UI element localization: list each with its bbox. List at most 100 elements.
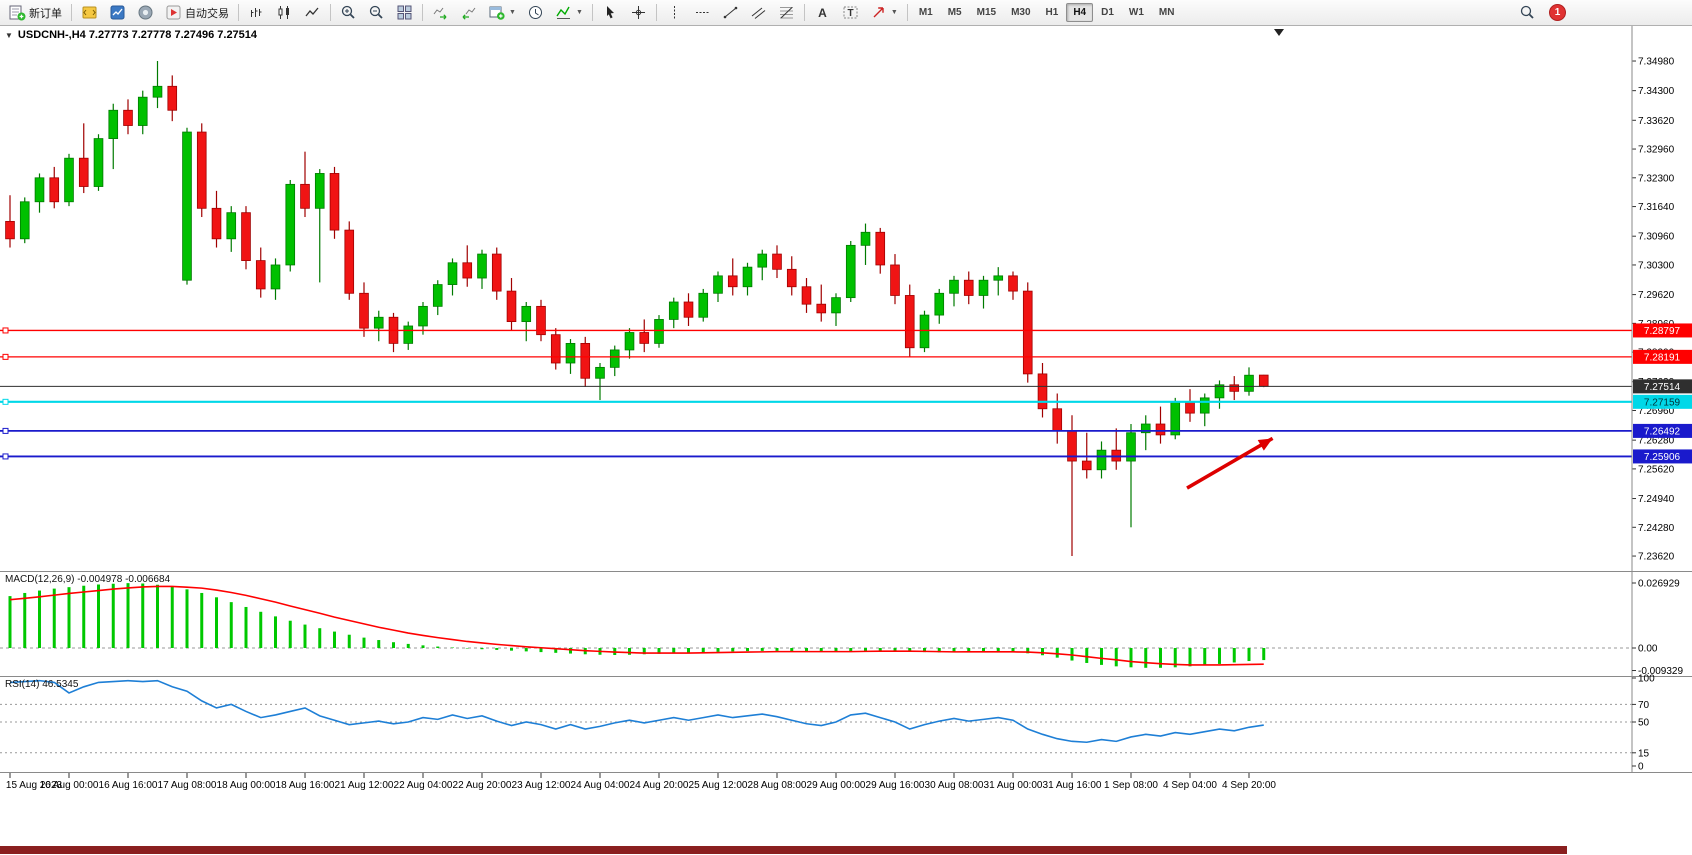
auto-scroll-button[interactable] [427,2,454,24]
main-toolbar: 新订单 自动交易 ▼ [0,0,1692,26]
navigator-button[interactable] [132,2,159,24]
svg-text:7.27159: 7.27159 [1644,397,1681,408]
toolbar-separator [655,4,657,21]
text-button[interactable]: A [809,2,836,24]
svg-text:21 Aug 12:00: 21 Aug 12:00 [335,780,394,791]
chart-symbol-info[interactable]: ▼ USDCNH-,H4 7.27773 7.27778 7.27496 7.2… [5,29,257,41]
chart-shift-marker[interactable] [1274,29,1284,36]
line-chart-button[interactable] [299,2,326,24]
bar-chart-icon [251,8,262,17]
chart-window: 7.34980 7.34300 7.33620 7.32960 7.32300 7.316… [0,26,1692,855]
svg-text:22 Aug 20:00: 22 Aug 20:00 [453,780,512,791]
trendline-icon [723,6,738,19]
channel-button[interactable] [745,2,772,24]
candlestick-chart-button[interactable] [271,2,298,24]
period-button-h1[interactable]: H1 [1039,3,1066,22]
auto-scroll-icon [433,7,447,20]
metaeditor-button[interactable] [76,2,103,24]
macd-histogram [8,583,1266,668]
toolbar-separator [906,4,908,21]
period-button-m5[interactable]: M5 [941,3,969,22]
bar-chart-button[interactable] [243,2,270,24]
period-button-d1[interactable]: D1 [1094,3,1121,22]
market-watch-button[interactable] [104,2,131,24]
line-handle[interactable] [2,453,9,460]
toolbar-separator [591,4,593,21]
chevron-down-icon: ▼ [509,9,516,16]
toolbar-separator [71,4,72,21]
trend-arrow-annotation[interactable] [1186,436,1274,490]
navigator-icon [138,5,153,20]
svg-text:7.32960: 7.32960 [1638,145,1675,156]
period-button-mn[interactable]: MN [1152,3,1182,22]
chevron-down-icon: ▼ [575,9,583,16]
search-icon [1520,5,1534,19]
period-button-w1[interactable]: W1 [1122,3,1151,22]
symbol-ohlc-text: USDCNH-,H4 7.27773 7.27778 7.27496 7.275… [17,29,258,41]
new-order-label: 新订单 [29,7,62,20]
price-tag: 7.28191 [1633,349,1692,364]
tile-windows-button[interactable] [391,2,418,24]
svg-text:31 Aug 00:00: 31 Aug 00:00 [984,780,1043,791]
svg-text:30 Aug 08:00: 30 Aug 08:00 [925,780,984,791]
vertical-line-button[interactable] [661,2,688,24]
indicators-icon [556,6,570,19]
svg-text:16 Aug 16:00: 16 Aug 16:00 [99,780,158,791]
svg-text:7.30960: 7.30960 [1638,232,1675,243]
zoom-out-button[interactable] [363,2,390,24]
svg-text:1 Sep 08:00: 1 Sep 08:00 [1104,780,1158,791]
line-handle[interactable] [2,327,9,334]
line-handle[interactable] [2,398,9,405]
clock-button[interactable] [522,2,549,24]
svg-text:7.26492: 7.26492 [1644,426,1681,437]
text-label-button[interactable]: T [837,2,864,24]
period-button-h4[interactable]: H4 [1066,3,1094,22]
new-chart-icon [489,6,505,20]
chart-canvas[interactable]: 7.34980 7.34300 7.33620 7.32960 7.32300 7.316… [0,26,1692,855]
line-handle[interactable] [2,353,9,360]
auto-trading-button[interactable]: 自动交易 [160,2,234,24]
notification-badge[interactable]: 1 [1549,4,1566,21]
new-chart-button[interactable]: ▼ [483,2,521,24]
vertical-line-icon [673,6,675,19]
search-button[interactable] [1514,2,1541,24]
horizontal-line-button[interactable] [689,2,716,24]
svg-text:7.34980: 7.34980 [1638,57,1675,68]
svg-text:16 Aug 00:00: 16 Aug 00:00 [40,780,99,791]
market-watch-icon [110,5,125,20]
svg-text:23 Aug 12:00: 23 Aug 12:00 [512,780,571,791]
zoom-in-icon [341,5,355,19]
rsi-indicator-label: RSI(14) 46.5345 [5,679,79,690]
toolbar-right-group: 1 [1514,2,1688,24]
svg-text:28 Aug 08:00: 28 Aug 08:00 [748,780,807,791]
price-tag: 7.27514 [1633,379,1692,394]
period-button-m30[interactable]: M30 [1004,3,1037,22]
chart-shift-button[interactable] [455,2,482,24]
svg-text:-0.009329: -0.009329 [1638,666,1683,677]
horizontal-line-icon [695,12,709,13]
line-handle[interactable] [2,427,9,434]
new-order-icon [9,5,26,21]
svg-text:18 Aug 16:00: 18 Aug 16:00 [276,780,335,791]
candlestick-icon [278,6,289,19]
svg-text:7.31640: 7.31640 [1638,202,1675,213]
trendline-button[interactable] [717,2,744,24]
indicators-button[interactable]: ▼ [550,2,588,24]
new-order-button[interactable]: 新订单 [4,2,67,24]
svg-text:0: 0 [1638,762,1644,773]
cursor-button[interactable] [597,2,624,24]
period-button-m1[interactable]: M1 [912,3,940,22]
toolbar-separator [238,4,239,21]
line-chart-icon [305,7,319,17]
zoom-out-icon [369,5,383,19]
svg-text:T: T [847,8,853,19]
auto-trading-icon [166,5,181,20]
zoom-in-button[interactable] [335,2,362,24]
period-button-m15[interactable]: M15 [970,3,1003,22]
arrows-button[interactable]: ▼ [865,2,903,24]
fibonacci-button[interactable] [773,2,800,24]
crosshair-button[interactable] [625,2,652,24]
auto-trading-label: 自动交易 [185,7,229,20]
svg-text:7.26960: 7.26960 [1638,406,1675,417]
svg-text:7.28797: 7.28797 [1644,326,1681,337]
